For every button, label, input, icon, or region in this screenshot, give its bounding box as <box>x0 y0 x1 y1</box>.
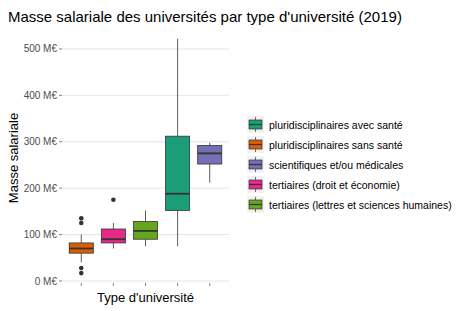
tick-label: 200 M€ <box>24 183 58 194</box>
tick-mark <box>177 283 178 286</box>
outlier <box>79 221 84 226</box>
y-label: Masse salariale <box>6 113 21 203</box>
legend-key <box>249 160 262 169</box>
plot-area <box>69 39 222 276</box>
whisker-high <box>209 143 210 146</box>
legend-key <box>249 200 262 209</box>
tick-mark <box>209 283 210 286</box>
whisker-high <box>81 235 82 243</box>
outlier <box>111 197 116 202</box>
outlier <box>79 266 84 271</box>
legend-label: pluridisciplinaires avec santé <box>269 119 403 131</box>
median <box>69 248 93 250</box>
whisker-low <box>145 239 146 246</box>
grid-line <box>62 188 229 189</box>
legend-label: tertiaires (lettres et sciences humaines… <box>269 199 452 211</box>
legend-key <box>249 120 262 129</box>
legend-key-bg <box>247 116 264 133</box>
tick-label: 0 M€ <box>35 276 58 287</box>
box <box>133 222 157 240</box>
chart: Masse salariale des universités par type… <box>0 0 474 311</box>
whisker-high <box>113 223 114 229</box>
box <box>69 243 93 253</box>
legend-key-bg <box>247 176 264 193</box>
tick-mark <box>59 141 62 142</box>
tick-mark <box>59 95 62 96</box>
box <box>101 229 125 243</box>
whisker-low <box>81 253 82 262</box>
outlier <box>79 271 84 276</box>
legend-key-bg <box>247 196 264 213</box>
title: Masse salariale des universités par type… <box>8 8 402 25</box>
box <box>198 145 222 164</box>
tick-mark <box>81 283 82 286</box>
legend-key-median <box>249 164 262 165</box>
legend-label: tertiaires (droit et économie) <box>269 179 400 191</box>
tick-mark <box>59 188 62 189</box>
legend-label: pluridisciplinaires sans santé <box>269 139 403 151</box>
grid-line <box>62 48 229 49</box>
outlier <box>79 216 84 221</box>
box <box>166 136 190 210</box>
tick-label: 400 M€ <box>24 90 58 101</box>
grid-line <box>62 95 229 96</box>
median <box>166 193 190 195</box>
tick-label: 300 M€ <box>24 136 58 147</box>
legend-key-median <box>249 144 262 145</box>
x-label: Type d'université <box>97 290 194 305</box>
legend-key-median <box>249 204 262 205</box>
grid-line <box>62 281 229 282</box>
grid-line <box>62 141 229 142</box>
whisker-high <box>145 210 146 221</box>
tick-label: 100 M€ <box>24 229 58 240</box>
tick-label: 500 M€ <box>24 43 58 54</box>
legend-key <box>249 180 262 189</box>
legend-key-median <box>249 124 262 125</box>
median <box>198 152 222 154</box>
tick-mark <box>59 48 62 49</box>
whisker-low <box>177 210 178 246</box>
legend-key-bg <box>247 136 264 153</box>
legend-key-bg <box>247 156 264 173</box>
legend-key <box>249 140 262 149</box>
legend-label: scientifiques et/ou médicales <box>269 159 403 171</box>
tick-mark <box>59 281 62 282</box>
tick-mark <box>113 283 114 286</box>
median <box>101 238 125 240</box>
whisker-low <box>209 164 210 183</box>
legend-key-median <box>249 184 262 185</box>
whisker-low <box>113 243 114 249</box>
median <box>133 230 157 232</box>
tick-mark <box>145 283 146 286</box>
whisker-high <box>177 39 178 136</box>
tick-mark <box>59 234 62 235</box>
